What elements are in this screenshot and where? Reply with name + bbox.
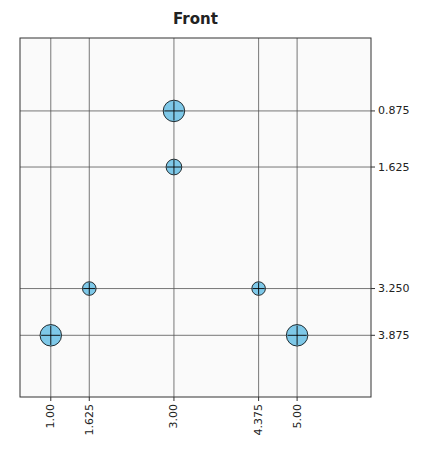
chart: Front 1.00 1.625 3.00 4.375 5.00 0.875 1.625 3.2… [0,0,423,449]
x-tick-label: 4.375 [252,404,265,436]
hole-cross [167,160,181,174]
frame [20,38,371,397]
hole-marker [40,325,61,346]
grid-line-x [173,38,174,397]
x-tick [258,397,259,401]
hole-marker [286,325,307,346]
y-tick [371,167,375,168]
grid-line-y [20,335,371,336]
hole [286,325,307,346]
hole-cross [287,326,306,345]
hole-cross [164,101,183,120]
y-tick [371,110,375,111]
points [40,100,308,346]
hole-cross [83,282,95,294]
hole [163,100,184,121]
y-tick-label: 1.625 [378,161,410,174]
grid-line-y [20,288,371,289]
hole-marker [166,159,182,175]
x-axis: 1.00 1.625 3.00 4.375 5.00 [44,397,303,436]
hole [166,159,182,175]
y-tick-label: 3.875 [378,329,410,342]
x-tick-label: 1.625 [83,404,96,436]
y-axis: 0.875 1.625 3.250 3.875 [371,104,410,341]
hole-cross [41,326,60,345]
hole-marker [163,100,184,121]
x-tick [173,397,174,401]
hole-cross [253,282,265,294]
y-tick-label: 3.250 [378,282,410,295]
x-tick [297,397,298,401]
grid-line-x [89,38,90,397]
y-tick [371,288,375,289]
x-tick [89,397,90,401]
x-tick-label: 1.00 [44,404,57,429]
grid-line-x [258,38,259,397]
grid [20,38,371,397]
grid-line-y [20,167,371,168]
y-tick-label: 0.875 [378,104,410,117]
hole-marker [252,282,266,296]
y-tick [371,335,375,336]
hole [40,325,61,346]
hole-marker [82,282,96,296]
hole [252,282,266,296]
x-tick-label: 5.00 [291,404,304,429]
title: Front [173,10,218,28]
grid-line-y [20,110,371,111]
plot-area [20,38,371,397]
x-tick [50,397,51,401]
hole [82,282,96,296]
x-tick-label: 3.00 [167,404,180,429]
